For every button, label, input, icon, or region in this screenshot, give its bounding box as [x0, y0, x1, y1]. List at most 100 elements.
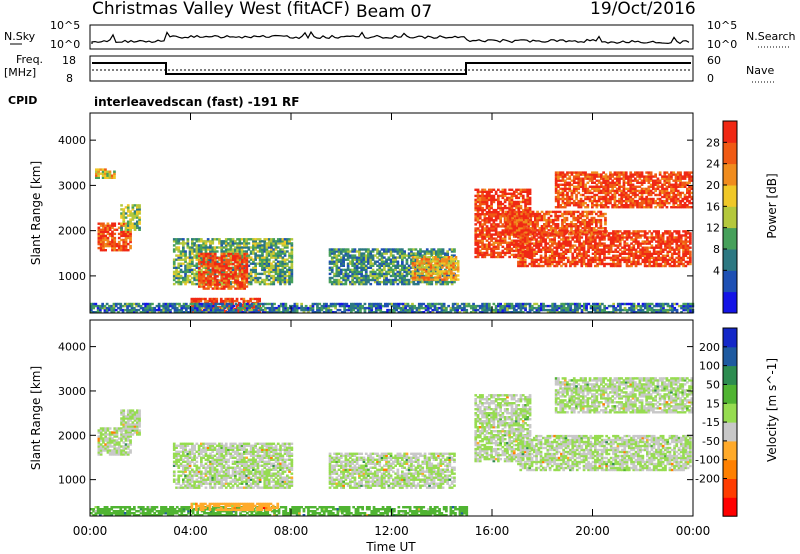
data-cell [677, 246, 681, 249]
data-cell [240, 254, 244, 257]
data-cell [102, 224, 105, 227]
data-cell [526, 217, 530, 220]
data-cell [349, 256, 352, 259]
data-cell [535, 242, 538, 245]
data-cell [602, 189, 605, 193]
data-cell [389, 282, 393, 286]
data-cell [385, 262, 388, 265]
data-cell [595, 185, 599, 188]
data-cell [579, 193, 583, 197]
data-cell [575, 204, 578, 207]
data-cell [535, 244, 538, 247]
data-cell [627, 256, 631, 260]
data-cell [512, 245, 516, 248]
data-cell [618, 254, 622, 257]
data-cell [195, 282, 199, 286]
data-cell [216, 279, 219, 282]
data-cell [488, 253, 491, 257]
data-cell [99, 236, 103, 240]
data-cell [575, 189, 578, 193]
data-cell [380, 254, 384, 257]
data-cell [577, 204, 581, 207]
data-cell [213, 281, 217, 284]
data-cell [138, 210, 141, 213]
data-cell [206, 238, 210, 241]
data-cell [528, 206, 532, 210]
data-cell [401, 272, 404, 276]
data-cell [276, 240, 280, 243]
data-cell [625, 248, 629, 251]
data-cell [220, 252, 224, 256]
data-cell [684, 244, 688, 247]
data-cell [414, 252, 418, 255]
data-cell [401, 252, 404, 255]
data-cell [258, 242, 262, 245]
data-cell [485, 229, 489, 232]
data-cell [588, 223, 591, 226]
data-cell [367, 248, 370, 251]
data-cell [179, 282, 183, 286]
data-cell [380, 270, 384, 274]
data-cell [186, 276, 190, 280]
data-cell [225, 261, 228, 264]
data-cell [556, 233, 560, 236]
data-cell [182, 258, 185, 261]
data-cell [265, 238, 269, 241]
data-cell [597, 191, 601, 195]
data-cell [211, 263, 215, 266]
data-cell [276, 262, 280, 265]
data-cell [211, 254, 215, 258]
data-cell [340, 258, 343, 261]
data-cell [527, 210, 530, 214]
data-cell [184, 260, 187, 263]
data-cell [394, 256, 397, 259]
data-cell [544, 256, 547, 260]
data-cell [530, 250, 534, 253]
data-cell [621, 246, 624, 249]
data-cell [563, 229, 567, 232]
data-cell [606, 187, 610, 191]
data-cell [592, 220, 596, 224]
data-cell [124, 206, 128, 209]
data-cell [595, 199, 599, 203]
data-cell [247, 260, 251, 263]
data-cell [272, 270, 276, 274]
data-cell [111, 242, 114, 246]
data-cell [394, 278, 397, 282]
data-cell [593, 173, 596, 176]
data-cell [566, 181, 569, 184]
data-cell [193, 238, 196, 241]
data-cell [544, 258, 547, 262]
data-cell [333, 278, 336, 282]
data-cell [584, 191, 587, 195]
data-cell [603, 242, 606, 245]
data-cell [261, 254, 264, 257]
data-cell [598, 244, 602, 247]
data-cell [229, 256, 233, 260]
data-cell [659, 250, 663, 253]
data-cell [413, 278, 417, 281]
data-cell [476, 211, 480, 214]
data-cell [588, 197, 592, 201]
data-cell [403, 264, 406, 267]
data-cell [499, 217, 502, 220]
data-cell [657, 234, 660, 237]
data-cell [650, 260, 654, 264]
data-cell [126, 242, 130, 246]
data-cell [570, 223, 573, 226]
data-cell [575, 260, 579, 264]
data-cell [126, 220, 130, 223]
data-cell [425, 256, 429, 259]
data-cell [563, 173, 567, 176]
data-cell [220, 269, 224, 272]
data-cell [643, 258, 647, 262]
data-cell [454, 274, 458, 277]
data-cell [483, 235, 487, 238]
data-cell [521, 190, 525, 193]
data-cell [179, 254, 183, 257]
data-cell [572, 177, 576, 180]
data-cell [225, 271, 228, 274]
data-cell [104, 234, 107, 238]
data-cell [492, 255, 496, 259]
data-cell [528, 192, 532, 195]
